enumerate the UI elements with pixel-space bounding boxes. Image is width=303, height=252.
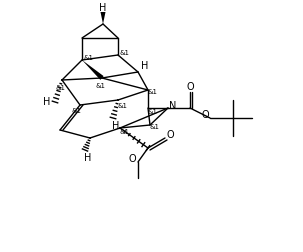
Text: &1: &1 [149,124,159,130]
Text: &1: &1 [71,108,81,114]
Text: N: N [169,101,177,111]
Text: O: O [128,154,136,164]
Text: &1: &1 [147,89,157,95]
Text: O: O [166,130,174,140]
Polygon shape [101,12,105,24]
Text: O: O [201,110,209,120]
Text: &1: &1 [117,103,127,109]
Text: H: H [141,61,149,71]
Text: &1: &1 [120,50,130,56]
Text: H: H [84,153,92,163]
Text: &1: &1 [147,109,157,115]
Text: O: O [186,82,194,92]
Text: &1: &1 [119,129,129,135]
Polygon shape [82,60,104,80]
Text: &1: &1 [55,85,65,91]
Text: &1: &1 [84,55,94,61]
Text: H: H [112,121,120,131]
Text: H: H [99,3,107,13]
Text: &1: &1 [95,83,105,89]
Text: H: H [43,97,51,107]
